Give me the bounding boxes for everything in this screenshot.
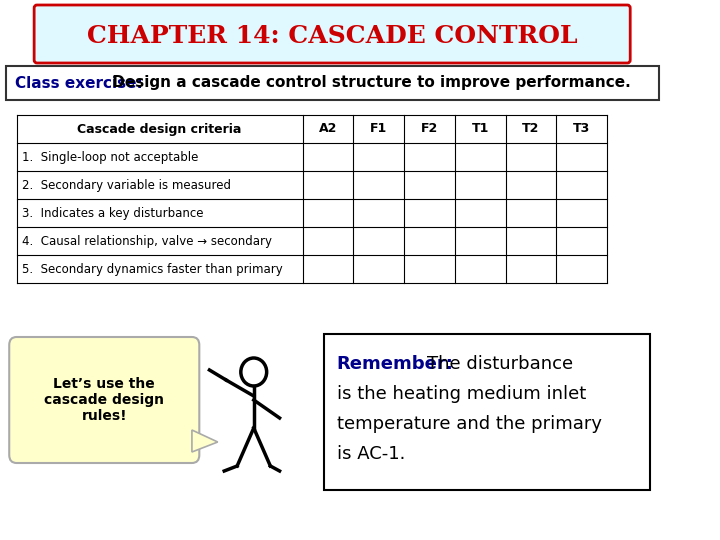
Text: 5.  Secondary dynamics faster than primary: 5. Secondary dynamics faster than primar… xyxy=(22,262,283,275)
FancyBboxPatch shape xyxy=(324,334,649,490)
Text: A2: A2 xyxy=(319,123,337,136)
Text: 3.  Indicates a key disturbance: 3. Indicates a key disturbance xyxy=(22,206,204,219)
Text: Let’s use the
cascade design
rules!: Let’s use the cascade design rules! xyxy=(44,377,164,423)
FancyBboxPatch shape xyxy=(34,5,630,63)
Text: T3: T3 xyxy=(573,123,590,136)
Text: 4.  Causal relationship, valve → secondary: 4. Causal relationship, valve → secondar… xyxy=(22,234,272,247)
Text: 2.  Secondary variable is measured: 2. Secondary variable is measured xyxy=(22,179,231,192)
Text: Design a cascade control structure to improve performance.: Design a cascade control structure to im… xyxy=(107,76,631,91)
Text: CHAPTER 14: CASCADE CONTROL: CHAPTER 14: CASCADE CONTROL xyxy=(87,24,577,48)
Text: Class exercise:: Class exercise: xyxy=(15,76,143,91)
Text: F1: F1 xyxy=(370,123,387,136)
FancyBboxPatch shape xyxy=(9,337,199,463)
Text: temperature and the primary: temperature and the primary xyxy=(337,415,602,433)
FancyBboxPatch shape xyxy=(6,66,659,100)
Text: T1: T1 xyxy=(472,123,489,136)
Text: is the heating medium inlet: is the heating medium inlet xyxy=(337,385,586,403)
Text: is AC-1.: is AC-1. xyxy=(337,445,405,463)
Text: Cascade design criteria: Cascade design criteria xyxy=(78,123,242,136)
Text: F2: F2 xyxy=(421,123,438,136)
Text: Remember:: Remember: xyxy=(337,355,454,373)
Text: The disturbance: The disturbance xyxy=(427,355,573,373)
Text: 1.  Single-loop not acceptable: 1. Single-loop not acceptable xyxy=(22,151,199,164)
Text: T2: T2 xyxy=(522,123,540,136)
Polygon shape xyxy=(192,430,217,452)
